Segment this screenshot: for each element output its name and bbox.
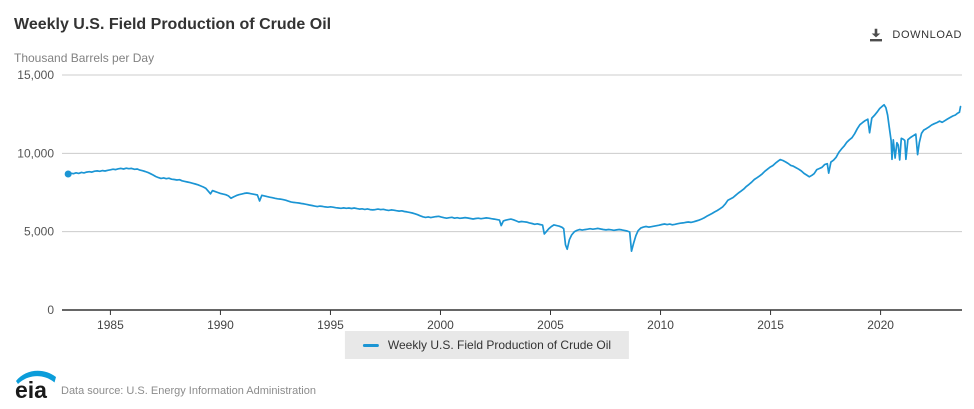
legend-line-swatch [362, 343, 379, 347]
svg-text:2005: 2005 [537, 318, 564, 332]
download-icon [869, 28, 883, 42]
download-button-label: DOWNLOAD [892, 29, 962, 41]
svg-text:5,000: 5,000 [24, 225, 54, 239]
eia-logo-text: eia [15, 377, 47, 403]
svg-text:1995: 1995 [317, 318, 344, 332]
eia-logo-swoosh [16, 370, 56, 384]
legend-label: Weekly U.S. Field Production of Crude Oi… [387, 338, 612, 352]
svg-text:15,000: 15,000 [17, 68, 54, 82]
svg-text:2000: 2000 [427, 318, 454, 332]
svg-text:2015: 2015 [757, 318, 784, 332]
chart-units-label: Thousand Barrels per Day [14, 51, 155, 65]
page-title: Weekly U.S. Field Production of Crude Oi… [14, 16, 332, 33]
svg-text:1985: 1985 [97, 318, 124, 332]
svg-text:2010: 2010 [647, 318, 674, 332]
svg-text:0: 0 [47, 303, 54, 317]
svg-text:1990: 1990 [207, 318, 234, 332]
data-source-text: Data source: U.S. Energy Information Adm… [61, 385, 316, 397]
download-button[interactable]: DOWNLOAD [867, 24, 964, 46]
chart-plot-area[interactable]: 0 5,000 10,000 15,000 1985 1990 1995 2000 2005 20… [0, 0, 974, 332]
eia-logo: eia [13, 366, 59, 408]
legend-item[interactable]: Weekly U.S. Field Production of Crude Oi… [344, 331, 630, 359]
svg-text:10,000: 10,000 [17, 146, 54, 160]
svg-text:2020: 2020 [867, 318, 894, 332]
